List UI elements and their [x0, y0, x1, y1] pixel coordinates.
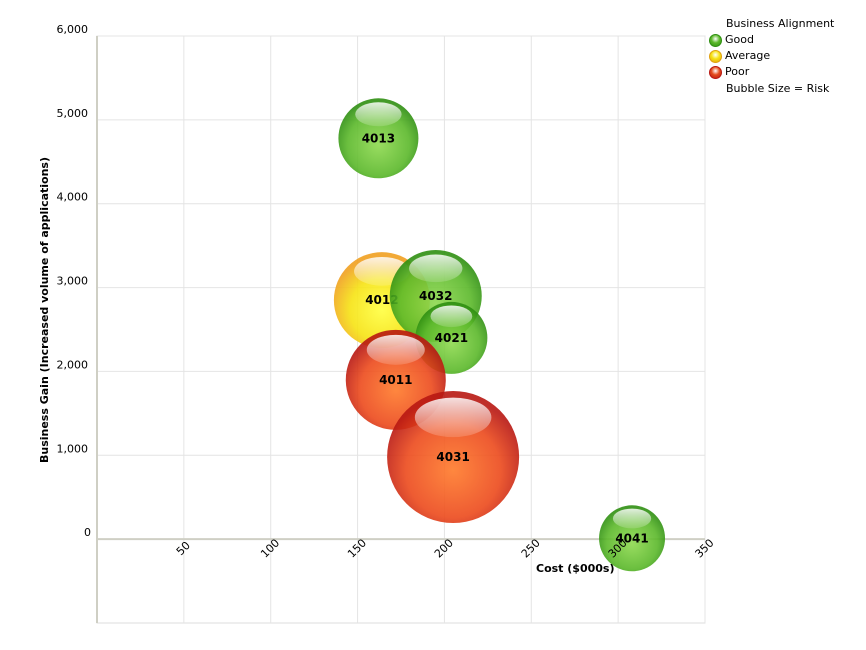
- legend-item-average: Average: [709, 48, 859, 64]
- bubble-highlight: [430, 305, 473, 328]
- y-tick-label: 3,000: [57, 275, 89, 288]
- legend-items: Good Average Poor: [709, 32, 859, 80]
- bubble-label: 4041: [615, 531, 648, 545]
- bubble-highlight: [355, 102, 402, 127]
- legend-label: Good: [725, 33, 754, 46]
- x-tick-label: 50: [174, 539, 193, 558]
- legend-item-poor: Poor: [709, 64, 859, 80]
- y-tick-label: 4,000: [57, 191, 89, 204]
- bubble-4041: 4041: [599, 505, 666, 572]
- legend-note: Bubble Size = Risk: [726, 82, 830, 95]
- bubble-label: 4031: [436, 450, 469, 464]
- bubble-label: 4032: [419, 289, 452, 303]
- bubble-label: 4021: [435, 331, 468, 345]
- legend-swatch: [709, 65, 722, 79]
- legend-title: Business Alignment: [726, 17, 835, 30]
- y-tick-label: 0: [84, 526, 91, 539]
- bubble-highlight: [612, 508, 652, 529]
- legend-swatch: [709, 49, 722, 63]
- bubble-highlight: [414, 397, 492, 438]
- y-tick-label: 2,000: [57, 358, 89, 371]
- bubble-label: 4011: [379, 373, 412, 387]
- y-tick-label: 1,000: [57, 442, 89, 455]
- y-axis-title: Business Gain (Increased volume of appli…: [38, 157, 51, 463]
- tick-labels: 50 100 150 200 250 300 35001,0002,0003,0004,00…: [57, 23, 717, 561]
- bubble-4013: 4013: [338, 98, 419, 179]
- bubble-highlight: [366, 334, 425, 365]
- bubble-4031: 4031: [387, 390, 520, 523]
- bubble-label: 4013: [362, 131, 395, 145]
- legend: Business Alignment Good Average Poor Bubbl…: [709, 16, 859, 97]
- legend-swatch: [709, 33, 722, 47]
- y-tick-label: 6,000: [57, 23, 89, 36]
- x-axis-title: Cost ($000s): [536, 562, 614, 575]
- bubble-highlight: [409, 254, 463, 283]
- legend-item-good: Good: [709, 32, 859, 48]
- y-tick-label: 5,000: [57, 107, 89, 120]
- legend-label: Poor: [725, 65, 750, 78]
- legend-label: Average: [725, 49, 771, 62]
